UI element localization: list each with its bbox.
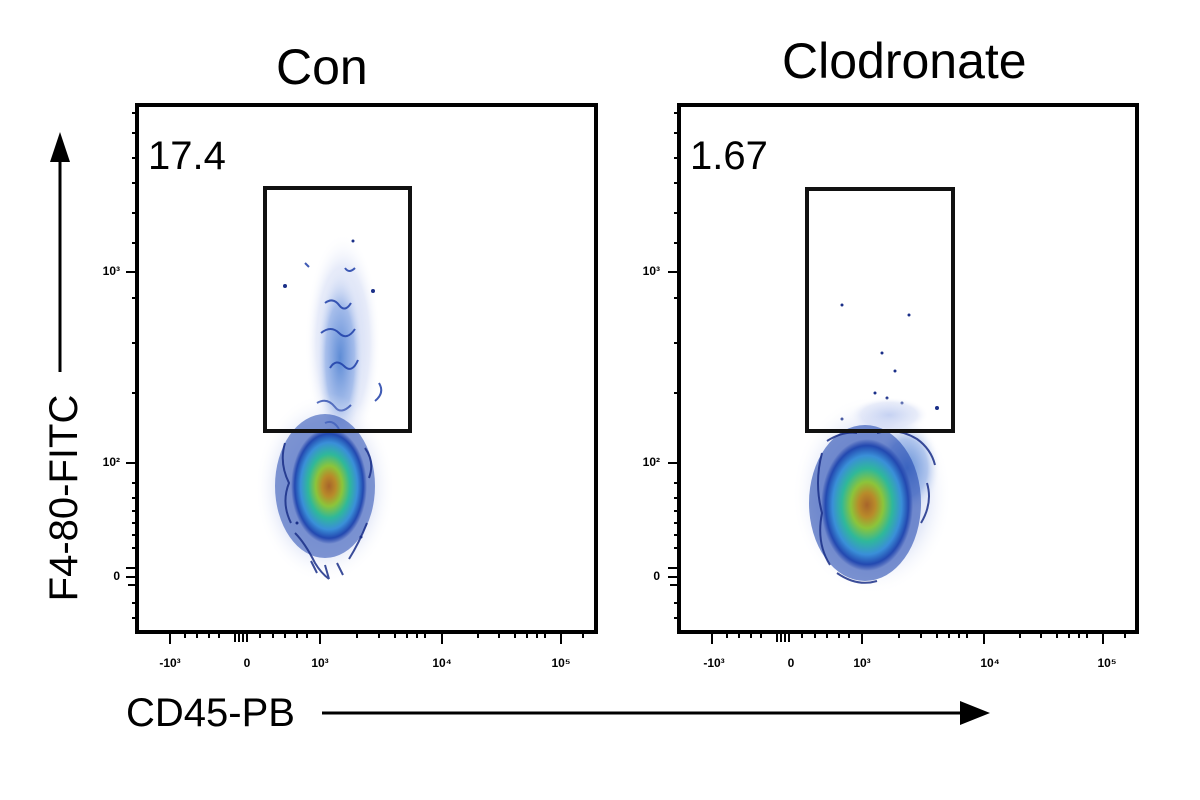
x-tick-label-1000-con: 10³ — [311, 656, 329, 670]
x-axis-ticks-con — [169, 632, 584, 644]
x-tick-label-neg1000-con: -10³ — [159, 656, 181, 670]
x-tick-label-10000-con: 10⁴ — [432, 656, 452, 670]
gate-percent-con: 17.4 — [148, 134, 226, 178]
gate-percent-clodronate: 1.67 — [690, 134, 768, 178]
x-axis-arrow-icon — [322, 701, 990, 725]
x-tick-label-1000-clodronate: 10³ — [853, 656, 871, 670]
x-tick-label-100000-clodronate: 10⁵ — [1097, 656, 1117, 670]
y-tick-label-1000-con: 10³ — [102, 264, 120, 278]
x-tick-label-neg1000-clodronate: -10³ — [703, 656, 725, 670]
y-axis-title: F4-80-FITC — [42, 394, 86, 602]
density-plot-con — [255, 233, 395, 583]
panel-title-con: Con — [276, 39, 368, 95]
y-tick-label-100-clodronate: 10² — [642, 455, 660, 469]
x-tick-label-0-con: 0 — [243, 656, 251, 670]
panel-title-clodronate: Clodronate — [782, 33, 1027, 89]
gate-rectangle-clodronate[interactable] — [805, 187, 955, 433]
y-axis-ticks-clodronate — [668, 112, 680, 619]
y-tick-label-0-con: 0 — [113, 569, 120, 583]
x-axis-title: CD45-PB — [126, 691, 295, 735]
x-axis-ticks-clodronate — [711, 632, 1126, 644]
x-tick-label-10000-clodronate: 10⁴ — [980, 656, 1000, 670]
y-tick-label-0-clodronate: 0 — [653, 569, 660, 583]
density-plot-clodronate — [792, 303, 952, 595]
x-tick-label-0-clodronate: 0 — [787, 656, 795, 670]
plot-frame-clodronate — [677, 103, 1139, 634]
y-axis-arrow-icon — [50, 132, 70, 372]
gate-rectangle-con[interactable] — [263, 186, 412, 433]
y-tick-label-100-con: 10² — [102, 455, 120, 469]
y-axis-ticks-con — [126, 112, 138, 619]
x-tick-label-100000-con: 10⁵ — [551, 656, 571, 670]
y-tick-label-1000-clodronate: 10³ — [642, 264, 660, 278]
